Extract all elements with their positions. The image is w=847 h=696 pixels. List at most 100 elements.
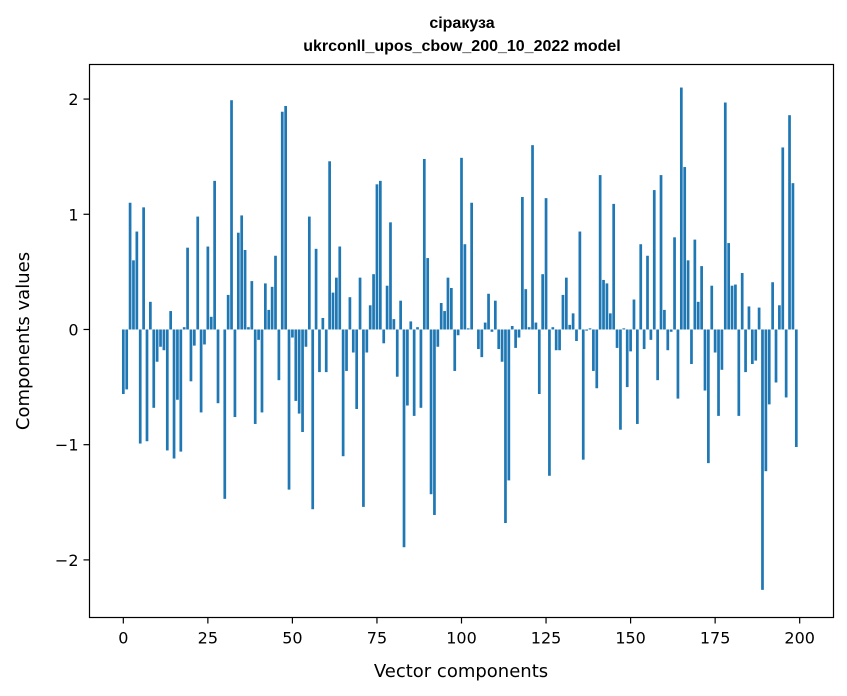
bar-component-50	[291, 329, 294, 338]
bar-component-66	[345, 329, 348, 371]
bar-component-61	[328, 161, 331, 330]
x-tick-label: 50	[282, 629, 302, 648]
bar-component-49	[287, 329, 291, 490]
bar-component-48	[284, 105, 287, 330]
bar-component-24	[203, 329, 206, 345]
bar-component-166	[683, 167, 687, 330]
bar-component-182	[737, 329, 741, 416]
bar-component-79	[389, 222, 392, 330]
bar-component-147	[619, 329, 622, 430]
bar-component-10	[155, 329, 159, 362]
bar-component-105	[477, 329, 480, 350]
bar-component-102	[466, 328, 470, 330]
bar-component-120	[527, 327, 531, 330]
x-tick-label: 125	[531, 629, 562, 648]
x-tick-label: 175	[700, 629, 731, 648]
y-tick-label: 2	[68, 90, 78, 109]
bar-component-93	[436, 329, 440, 347]
bar-component-32	[230, 100, 233, 330]
bar-component-173	[707, 329, 710, 464]
bar-component-160	[663, 309, 666, 330]
plot-frame	[88, 63, 835, 619]
bar-component-190	[764, 329, 768, 472]
bar-component-113	[504, 329, 507, 524]
bar-component-26	[209, 316, 213, 330]
bar-component-74	[372, 274, 375, 330]
bar-component-94	[439, 302, 443, 330]
bar-component-56	[311, 329, 315, 510]
bar-component-17	[179, 329, 183, 452]
bar-component-80	[392, 319, 396, 330]
bar-component-90	[426, 258, 430, 330]
bar-component-84	[406, 329, 409, 406]
bar-component-95	[443, 311, 446, 330]
bar-component-144	[608, 313, 612, 330]
bar-component-21	[192, 329, 196, 346]
bar-component-34	[236, 232, 240, 330]
bar-component-109	[490, 329, 494, 332]
bar-component-159	[659, 175, 663, 330]
bar-component-171	[700, 266, 703, 330]
x-tick-label: 25	[198, 629, 218, 648]
bar-component-176	[717, 329, 720, 416]
bar-component-5	[138, 329, 142, 444]
bar-component-51	[294, 329, 298, 401]
bar-component-19	[186, 247, 189, 330]
bar-component-169	[693, 239, 697, 330]
x-tick-label: 0	[118, 629, 128, 648]
bar-component-69	[355, 329, 359, 409]
bar-component-86	[412, 329, 416, 416]
bar-component-155	[646, 255, 649, 330]
bar-component-121	[531, 145, 534, 330]
bar-component-115	[510, 326, 514, 330]
bar-component-15	[172, 329, 176, 459]
x-tick-label: 150	[615, 629, 646, 648]
bar-component-25	[206, 246, 210, 330]
bar-component-0	[121, 329, 125, 394]
bar-component-158	[656, 329, 659, 381]
bar-component-37	[247, 327, 250, 330]
bar-component-97	[450, 288, 453, 330]
bar-component-75	[375, 184, 379, 330]
bar-component-110	[493, 300, 497, 330]
bar-component-198	[791, 183, 795, 330]
bar-component-41	[260, 329, 264, 413]
bar-component-92	[433, 329, 436, 515]
bar-component-188	[757, 307, 761, 330]
x-tick-label: 100	[446, 629, 477, 648]
bar-component-189	[761, 329, 764, 590]
bar-component-137	[585, 329, 588, 331]
bar-component-35	[240, 215, 244, 330]
bar-component-100	[460, 157, 463, 330]
bar-component-187	[754, 329, 758, 361]
bar-component-163	[673, 237, 676, 330]
bar-component-136	[581, 329, 585, 460]
bar-component-133	[571, 313, 575, 330]
bar-component-130	[561, 294, 565, 330]
bar-component-165	[679, 87, 683, 330]
bar-series	[121, 87, 798, 590]
bar-component-146	[615, 329, 619, 348]
bar-component-131	[564, 277, 568, 330]
bar-component-167	[686, 260, 690, 330]
bar-component-88	[419, 329, 423, 408]
bar-component-152	[636, 329, 639, 424]
bar-component-128	[554, 329, 558, 351]
bar-component-73	[368, 305, 372, 330]
bar-component-96	[446, 277, 450, 330]
bar-component-63	[335, 277, 338, 330]
bar-component-52	[297, 329, 301, 414]
bar-component-195	[781, 147, 785, 330]
bar-component-77	[382, 329, 386, 344]
bar-component-143	[605, 283, 609, 330]
bar-component-36	[243, 249, 247, 330]
bar-component-68	[351, 329, 355, 353]
bar-component-71	[362, 329, 365, 507]
bar-component-183	[740, 273, 744, 330]
bar-component-16	[176, 329, 179, 400]
bar-component-106	[480, 329, 484, 358]
bar-component-47	[280, 111, 284, 330]
bar-component-117	[517, 329, 521, 338]
bar-component-40	[257, 329, 260, 340]
